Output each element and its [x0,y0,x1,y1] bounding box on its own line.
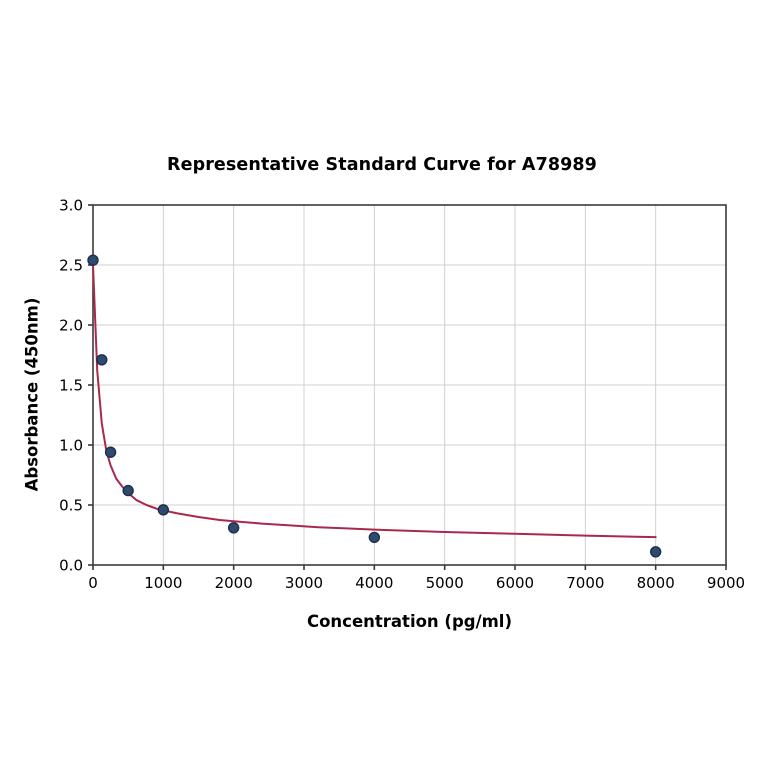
y-axis-ticks: 0.0 0.5 1.0 1.5 2.0 2.5 3.0 [59,197,93,575]
data-point-marker [122,484,134,497]
x-tick-label: 0 [88,574,98,592]
curve-line [92,264,657,539]
fitted-curve [92,264,657,539]
y-tick-label: 1.5 [59,377,83,395]
y-tick-label: 0.5 [59,497,83,515]
chart-title: Representative Standard Curve for A78989 [167,155,597,175]
x-tick-label: 8000 [637,574,675,592]
data-point-marker [104,446,117,458]
y-axis-label: Absorbance (450nm) [22,297,42,492]
y-tick-label: 1.0 [59,437,83,455]
data-point-marker [227,522,240,534]
x-tick-label: 3000 [285,574,323,592]
data-point-marker [157,504,170,516]
y-tick-label: 2.5 [59,257,83,275]
x-axis-label: Concentration (pg/ml) [306,612,513,631]
x-tick-label: 2000 [215,574,253,592]
y-tick-label: 3.0 [59,197,83,215]
x-tick-label: 7000 [566,574,604,592]
gridlines [93,205,726,565]
x-tick-label: 1000 [144,574,182,592]
data-points [87,254,662,558]
y-tick-label: 0.0 [59,557,83,575]
x-tick-label: 4000 [355,574,393,592]
data-point-marker [368,531,381,544]
data-point-marker [96,354,108,366]
x-tick-label: 9000 [707,574,745,592]
x-tick-label: 5000 [426,574,464,592]
x-tick-label: 6000 [496,574,534,592]
data-point-marker [649,546,662,558]
data-point-marker [87,254,99,266]
x-axis-ticks: 0 1000 2000 3000 4000 5000 6000 7000 8000 9000 [88,565,745,592]
y-tick-label: 2.0 [59,317,83,335]
